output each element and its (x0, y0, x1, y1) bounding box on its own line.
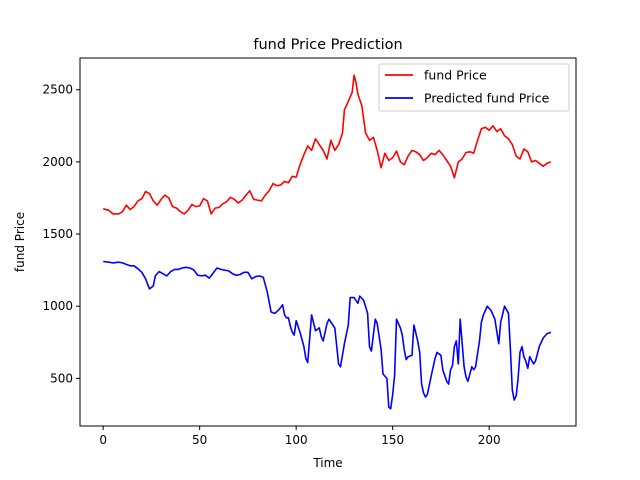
y-tick-label: 1500 (42, 227, 73, 241)
x-tick-label: 100 (285, 433, 308, 447)
x-tick-label: 150 (381, 433, 404, 447)
x-tick-label: 0 (99, 433, 107, 447)
series-line-1 (102, 74, 552, 215)
y-tick-label: 500 (50, 371, 73, 385)
chart-title: fund Price Prediction (253, 37, 402, 53)
plot-area (80, 58, 576, 426)
y-tick-label: 1000 (42, 299, 73, 313)
legend-box (378, 63, 570, 112)
y-tick-label: 2000 (42, 155, 73, 169)
x-axis-ticks: 0 50 100 150 200 (99, 426, 501, 447)
y-axis-ticks: 500 1000 1500 2000 2500 (42, 83, 80, 385)
x-tick-label: 200 (478, 433, 501, 447)
axes-border (79, 57, 577, 427)
x-tick-label: 50 (192, 433, 207, 447)
legend-entries: fund Price Predicted fund Price (385, 68, 550, 106)
legend: fund Price Predicted fund Price (378, 63, 570, 112)
legend-label: fund Price (424, 68, 487, 83)
legend-label: Predicted fund Price (424, 91, 550, 106)
series-layer (102, 74, 552, 410)
x-axis-label: Time (312, 456, 342, 470)
y-tick-label: 2500 (42, 83, 73, 97)
y-axis-label: fund Price (13, 212, 27, 272)
series-line-2 (103, 260, 552, 410)
